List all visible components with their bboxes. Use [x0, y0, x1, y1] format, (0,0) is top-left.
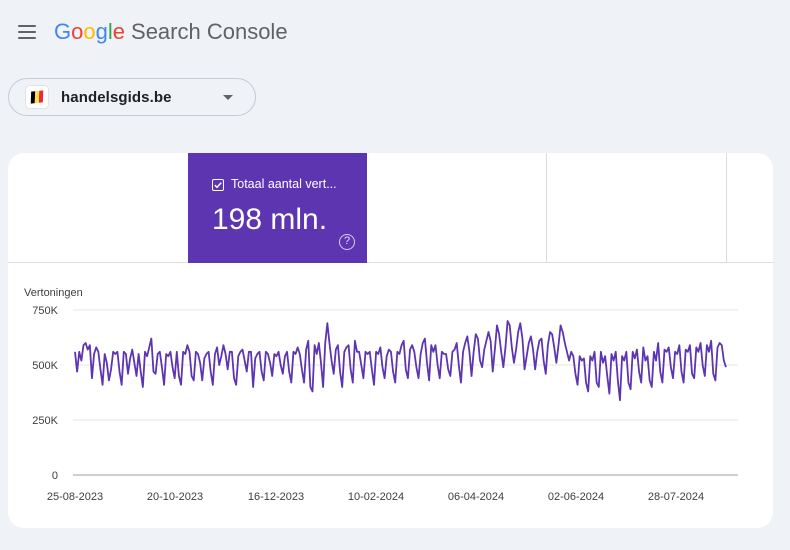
x-tick-label: 25-08-2023 [47, 491, 103, 503]
metric-tile-total-impressions[interactable]: Totaal aantal vert... 198 mln. ? [188, 153, 367, 263]
y-axis-label: Vertoningen [24, 287, 83, 299]
property-selector[interactable]: handelsgids.be [8, 78, 256, 116]
x-tick-label: 10-02-2024 [348, 491, 404, 503]
y-tick-label: 750K [32, 305, 58, 317]
top-app-bar: Google Search Console [0, 0, 790, 64]
logo-letter: g [95, 19, 108, 44]
metric-tiles: Totaal aantal vert... 198 mln. ? [8, 153, 773, 263]
x-tick-label: 20-10-2023 [147, 491, 203, 503]
metric-value: 198 mln. [212, 203, 328, 236]
hamburger-menu-icon[interactable] [12, 18, 42, 46]
search-console-logo[interactable]: Google Search Console [54, 18, 288, 46]
metric-tile-empty-1[interactable] [8, 153, 188, 263]
x-tick-label: 16-12-2023 [248, 491, 304, 503]
belgium-flag-icon [26, 86, 48, 108]
x-tick-label: 06-04-2024 [448, 491, 504, 503]
y-tick-label: 0 [52, 470, 58, 482]
performance-card: Totaal aantal vert... 198 mln. ? Vertoni… [8, 153, 773, 528]
impressions-chart: Vertoningen 750K 500K 250K 0 25-08-2023 20-10… [8, 263, 773, 528]
x-tick-label: 02-06-2024 [548, 491, 604, 503]
property-name: handelsgids.be [61, 89, 172, 106]
metric-tile-empty-3[interactable] [547, 153, 727, 263]
dropdown-caret-icon [223, 95, 233, 100]
help-icon[interactable]: ? [339, 234, 355, 250]
metric-divider [726, 153, 727, 263]
logo-letter: o [71, 19, 84, 44]
line-chart-svg: 750K 500K 250K 0 25-08-2023 20-10-2023 16-12-2… [32, 305, 738, 503]
product-name: Search Console [131, 19, 288, 44]
checkbox-checked-icon[interactable] [212, 179, 224, 191]
logo-letter: l [107, 19, 113, 44]
metric-label: Totaal aantal vert... [231, 177, 337, 191]
y-tick-label: 500K [32, 360, 58, 372]
google-wordmark: Google [54, 19, 125, 44]
metric-tile-empty-2[interactable] [367, 153, 547, 263]
logo-letter: e [112, 19, 126, 44]
impressions-series-line [74, 320, 727, 402]
metric-divider [546, 153, 547, 263]
logo-letter: G [54, 19, 72, 44]
x-tick-label: 28-07-2024 [648, 491, 704, 503]
logo-letter: o [83, 19, 96, 44]
y-tick-label: 250K [32, 415, 58, 427]
